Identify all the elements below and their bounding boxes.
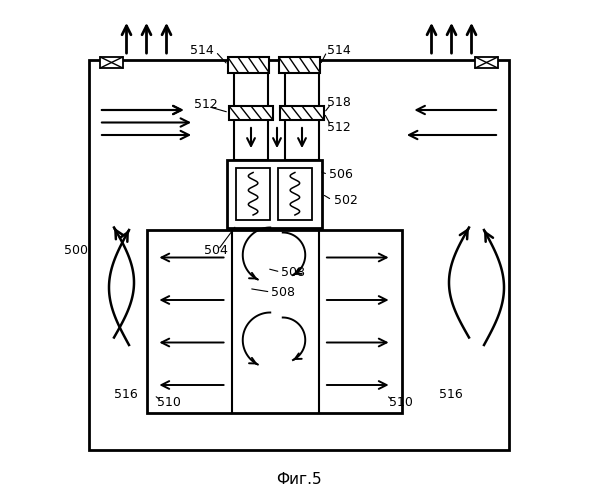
Bar <box>89 60 509 450</box>
Text: 504: 504 <box>204 244 228 256</box>
Bar <box>279 58 320 72</box>
Text: 518: 518 <box>327 96 350 109</box>
Bar <box>236 168 270 220</box>
Text: 508: 508 <box>271 286 295 299</box>
Bar <box>278 168 312 220</box>
Text: Фиг.5: Фиг.5 <box>276 472 322 486</box>
Bar <box>147 230 401 412</box>
Bar <box>228 58 269 72</box>
Text: 512: 512 <box>194 98 218 112</box>
Bar <box>475 57 498 68</box>
Text: 508: 508 <box>282 266 306 279</box>
Text: 510: 510 <box>389 396 413 409</box>
Text: 514: 514 <box>190 44 214 57</box>
Bar <box>280 106 324 120</box>
Bar <box>229 106 273 120</box>
Text: 500: 500 <box>64 244 88 256</box>
Text: 502: 502 <box>334 194 358 206</box>
Text: 516: 516 <box>439 388 463 402</box>
Text: 510: 510 <box>157 396 181 409</box>
Text: 516: 516 <box>114 388 138 402</box>
Bar <box>100 57 123 68</box>
Text: 514: 514 <box>327 44 350 57</box>
Bar <box>227 160 322 228</box>
Text: 512: 512 <box>327 121 350 134</box>
Text: 506: 506 <box>329 168 353 181</box>
